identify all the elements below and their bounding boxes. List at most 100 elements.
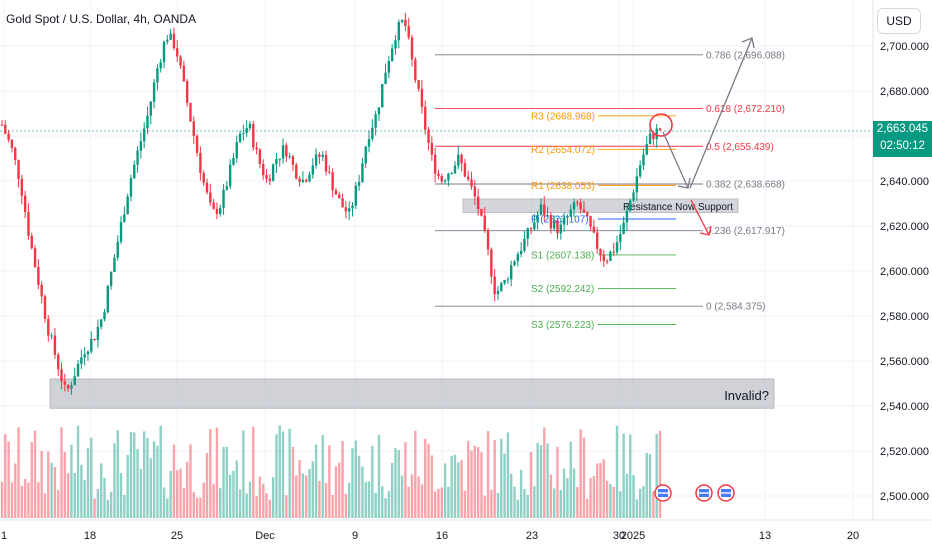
candle-body <box>552 220 556 229</box>
candle-body <box>225 186 229 190</box>
volume-bar <box>27 482 30 518</box>
pivot-label: R3 (2668.968) <box>531 111 595 122</box>
volume-bar <box>14 463 17 518</box>
pivot-label: R1 (2638.053) <box>531 181 595 192</box>
candle-body <box>338 194 341 199</box>
candle-body <box>136 150 139 165</box>
volume-bar <box>638 488 642 518</box>
candle-body <box>10 139 14 149</box>
volume-bar <box>328 445 331 518</box>
candle-body <box>470 179 473 187</box>
time-tick-label: 2025 <box>621 530 645 542</box>
volume-bar <box>248 481 252 518</box>
volume-bar <box>159 425 162 518</box>
price-tick-label: 2,700.000 <box>880 41 929 53</box>
candle-body <box>318 154 321 157</box>
candle-body <box>20 178 24 196</box>
candle-body <box>490 249 493 277</box>
volume-bar <box>103 477 106 518</box>
candle-body <box>493 276 496 295</box>
candle-body <box>57 354 60 370</box>
candle-body <box>526 228 529 239</box>
candle-body <box>172 33 176 49</box>
volume-bar <box>364 482 367 518</box>
volume-bar <box>500 438 503 518</box>
candle-body <box>80 357 83 364</box>
candle-body <box>440 175 443 182</box>
candle-body <box>635 176 639 193</box>
candle-body <box>622 222 625 234</box>
candle-body <box>367 139 371 147</box>
candle-body <box>301 179 305 183</box>
candle-body <box>414 59 417 81</box>
time-tick-label: 13 <box>759 530 771 542</box>
time-tick-label: 25 <box>171 530 183 542</box>
volume-bar <box>516 499 520 518</box>
projection-arrow-up <box>689 37 753 189</box>
time-tick-label: 16 <box>436 530 448 542</box>
candle-body <box>328 171 331 173</box>
volume-bar <box>417 476 420 518</box>
volume-bar <box>658 430 662 518</box>
drawings <box>649 37 755 236</box>
candle-body <box>166 39 169 42</box>
candle-body <box>215 208 219 214</box>
candle-body <box>152 82 156 102</box>
candle-body <box>159 62 162 69</box>
candle-body <box>341 198 344 208</box>
volume-bar <box>433 491 437 518</box>
candle-body <box>142 128 146 142</box>
volume-bar <box>99 463 103 518</box>
volume-bar <box>586 498 589 518</box>
volume-bar <box>519 469 523 518</box>
candles <box>0 12 662 395</box>
candle-body <box>271 164 275 181</box>
volume-bar <box>473 445 477 518</box>
candle-body <box>162 41 166 63</box>
fib-levels: 0.786 (2,696.088) 0.618 (2,672.210) 0.5 (2… <box>435 50 785 313</box>
candle-body <box>519 250 523 255</box>
volume-bar <box>275 434 278 518</box>
candle-body <box>258 149 262 164</box>
volume-bar <box>205 452 209 518</box>
candle-body <box>652 133 655 140</box>
candle-body <box>569 209 572 216</box>
volume-bar <box>374 492 377 518</box>
candle-body <box>275 159 278 165</box>
candle-body <box>27 212 30 236</box>
volume-bar <box>629 434 632 518</box>
candle-body <box>556 220 559 234</box>
candle-body <box>589 215 592 227</box>
fib-label: 0.786 (2,696.088) <box>706 50 785 61</box>
candle-body <box>566 215 569 218</box>
candle-body <box>252 124 255 148</box>
candle-body <box>615 242 619 253</box>
candle-body <box>73 376 76 386</box>
volume-bar <box>93 498 96 518</box>
volume-bar <box>430 455 434 518</box>
candle-body <box>582 209 586 213</box>
volume-bar <box>645 452 648 518</box>
candle-body <box>47 318 50 336</box>
volume-bar <box>86 447 90 518</box>
candle-body <box>321 155 324 157</box>
candle-body <box>632 192 635 201</box>
volume-bar <box>156 445 159 518</box>
volume-bar <box>347 482 351 518</box>
volume-bar <box>202 482 205 518</box>
time-tick-label: 23 <box>526 530 538 542</box>
candle-body <box>579 202 582 210</box>
volume-bar <box>625 473 629 518</box>
candle-body <box>443 180 447 182</box>
volume-bar <box>7 441 10 518</box>
candle-body <box>192 121 195 136</box>
candle-body <box>232 157 235 165</box>
price-tick-label: 2,500.000 <box>880 491 929 503</box>
pivot-label: S1 (2607.138) <box>531 250 594 261</box>
candle-body <box>410 37 414 60</box>
currency-button[interactable]: USD <box>877 8 921 34</box>
candle-body <box>146 115 149 129</box>
candle-body <box>129 178 133 197</box>
volume-bar <box>176 470 179 518</box>
volume-bar <box>238 489 242 518</box>
